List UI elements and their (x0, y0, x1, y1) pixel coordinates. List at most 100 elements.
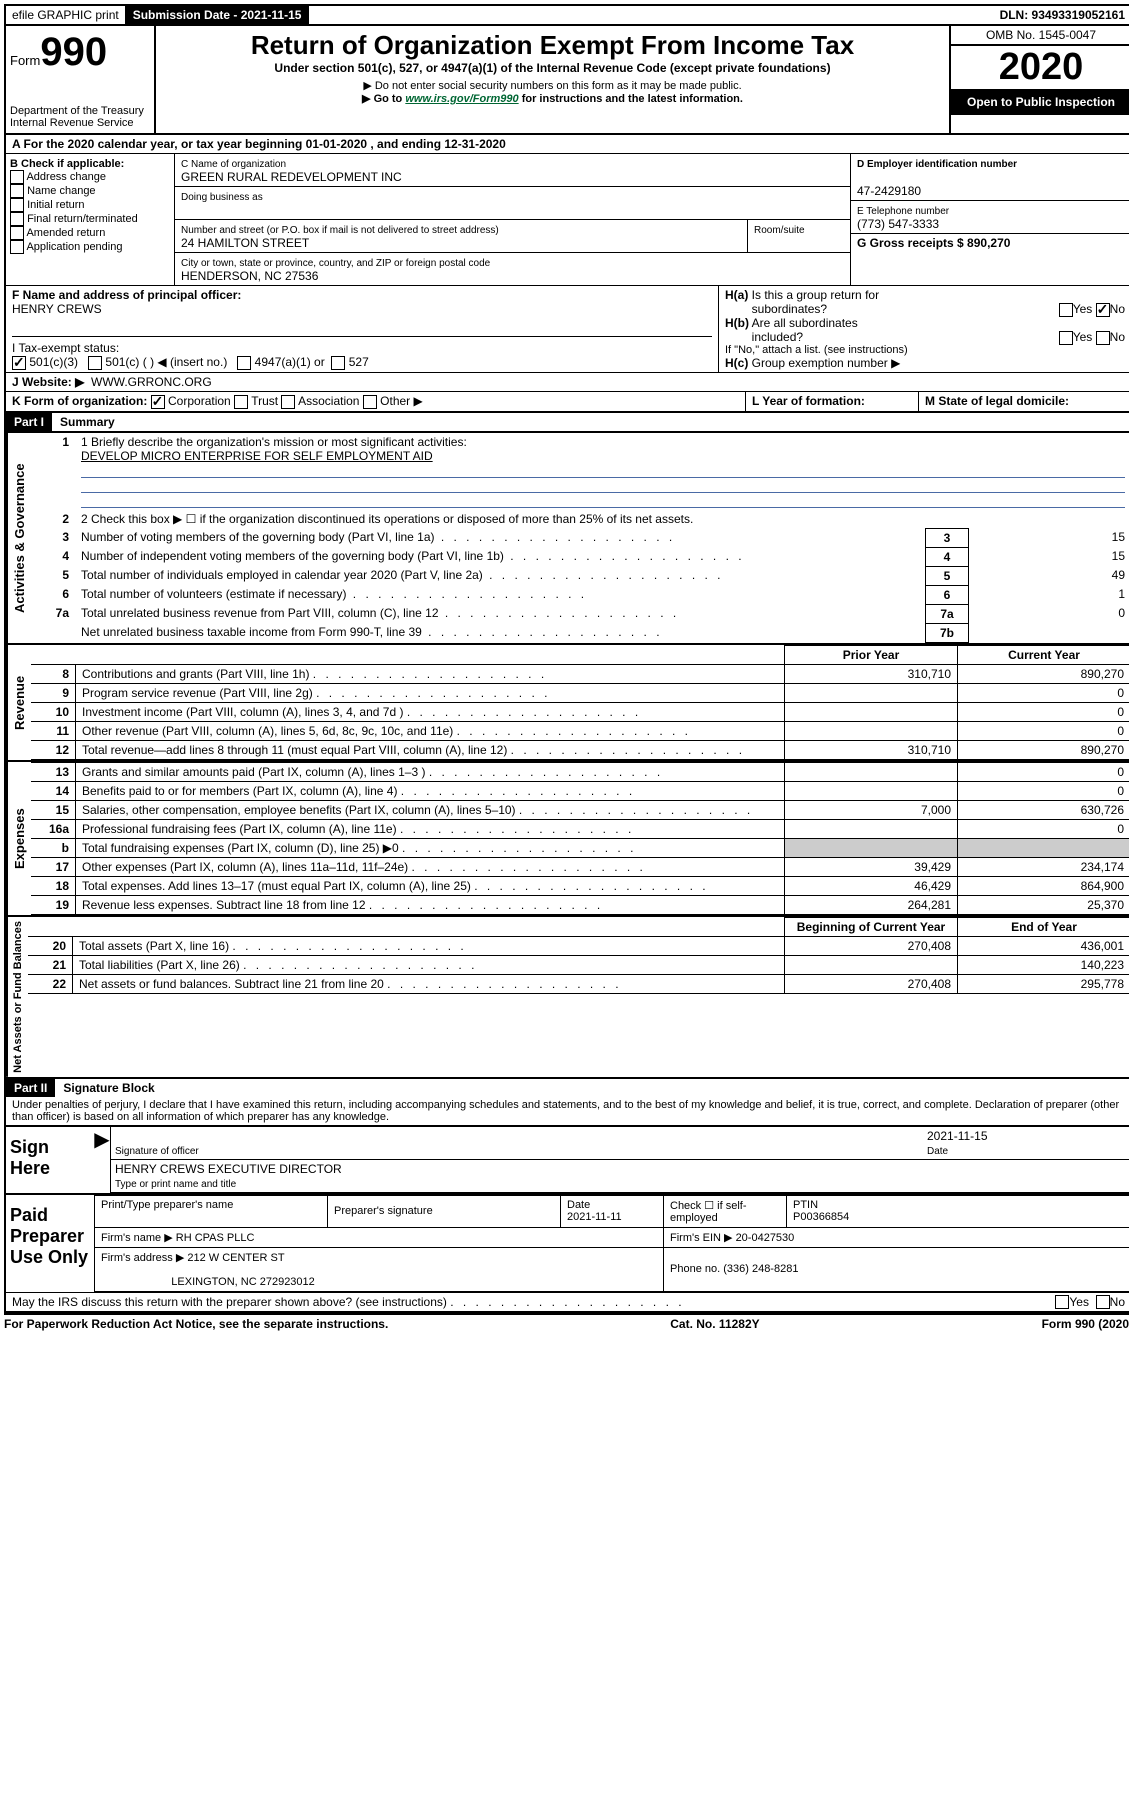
check-initial-return[interactable] (10, 198, 24, 212)
discuss-row: May the IRS discuss this return with the… (6, 1292, 1129, 1311)
vlabel-netassets: Net Assets or Fund Balances (6, 917, 28, 1077)
table-row: 16aProfessional fundraising fees (Part I… (31, 819, 1129, 838)
dept-label: Department of the Treasury Internal Reve… (10, 105, 150, 129)
gross-receipts: G Gross receipts $ 890,270 (857, 236, 1010, 250)
table-row: 4Number of independent voting members of… (31, 547, 1129, 566)
check-app-pending[interactable] (10, 240, 24, 254)
check-4947[interactable] (237, 356, 251, 370)
vlabel-governance: Activities & Governance (6, 433, 31, 643)
self-employed-check[interactable]: Check ☐ if self-employed (664, 1195, 787, 1227)
check-amended[interactable] (10, 226, 24, 240)
submission-date[interactable]: Submission Date - 2021-11-15 (127, 6, 310, 24)
sign-arrow-icon: ▶ (94, 1127, 111, 1193)
table-row: 12Total revenue—add lines 8 through 11 (… (31, 740, 1129, 759)
check-501c3[interactable] (12, 356, 26, 370)
col-c-org-info: C Name of organization GREEN RURAL REDEV… (175, 154, 851, 285)
part2-bar: Part II Signature Block (6, 1077, 1129, 1097)
col-b-checkboxes: B Check if applicable: Address change Na… (6, 154, 175, 285)
begin-year-header: Beginning of Current Year (785, 917, 958, 936)
note-link: ▶ Go to www.irs.gov/Form990 for instruct… (160, 92, 945, 105)
check-final-return[interactable] (10, 212, 24, 226)
dln: DLN: 93493319052161 (994, 6, 1129, 24)
table-row: 22Net assets or fund balances. Subtract … (28, 974, 1129, 993)
dba-label: Doing business as (181, 192, 263, 203)
check-assoc[interactable] (281, 395, 295, 409)
part1-bar: Part I Summary (6, 411, 1129, 431)
ha-row: H(a) Is this a group return for subordin… (725, 288, 1125, 316)
ein-label: D Employer identification number (857, 159, 1017, 170)
form-title: Return of Organization Exempt From Incom… (160, 30, 945, 61)
mission-text: DEVELOP MICRO ENTERPRISE FOR SELF EMPLOY… (81, 449, 433, 463)
vlabel-expenses: Expenses (6, 762, 31, 915)
table-row: 6Total number of volunteers (estimate if… (31, 585, 1129, 604)
org-name: GREEN RURAL REDEVELOPMENT INC (181, 170, 402, 184)
efile-label[interactable]: efile GRAPHIC print (6, 6, 127, 24)
footer-center: Cat. No. 11282Y (670, 1317, 759, 1331)
part1-header: Part I (6, 413, 52, 431)
street-label: Number and street (or P.O. box if mail i… (181, 225, 499, 236)
sig-date: 2021-11-15 (927, 1129, 988, 1143)
firm-phone: (336) 248-8281 (723, 1263, 798, 1275)
omb-number: OMB No. 1545-0047 (951, 26, 1129, 46)
tax-status-label: I Tax-exempt status: (12, 341, 119, 355)
top-bar: efile GRAPHIC print Submission Date - 20… (4, 4, 1129, 26)
footer: For Paperwork Reduction Act Notice, see … (4, 1313, 1129, 1331)
table-row: 14Benefits paid to or for members (Part … (31, 781, 1129, 800)
form-header: Form990 Department of the Treasury Inter… (6, 26, 1129, 133)
website-value[interactable]: WWW.GRRONC.ORG (91, 375, 212, 389)
ha-yes[interactable] (1059, 303, 1073, 317)
org-name-label: C Name of organization (181, 159, 286, 170)
row-a-tax-year: A For the 2020 calendar year, or tax yea… (6, 133, 1129, 153)
state-domicile-label: M State of legal domicile: (925, 394, 1069, 408)
firm-addr1: 212 W CENTER ST (187, 1252, 284, 1264)
table-row: 5Total number of individuals employed in… (31, 566, 1129, 585)
check-trust[interactable] (234, 395, 248, 409)
part2-title: Signature Block (55, 1081, 154, 1095)
ein-value: 47-2429180 (857, 184, 921, 198)
check-name-change[interactable] (10, 184, 24, 198)
officer-name: HENRY CREWS (12, 302, 102, 316)
check-527[interactable] (331, 356, 345, 370)
preparer-section: Paid Preparer Use Only Print/Type prepar… (6, 1193, 1129, 1292)
table-row: 20Total assets (Part X, line 16) 270,408… (28, 936, 1129, 955)
row-j: J Website: ▶ WWW.GRRONC.ORG (6, 372, 1129, 391)
discuss-yes[interactable] (1055, 1295, 1069, 1309)
form990-link[interactable]: www.irs.gov/Form990 (405, 93, 518, 105)
revenue-section: Revenue Prior Year Current Year 8Contrib… (6, 643, 1129, 760)
table-row: bTotal fundraising expenses (Part IX, co… (31, 838, 1129, 857)
table-row: 8Contributions and grants (Part VIII, li… (31, 664, 1129, 683)
vlabel-revenue: Revenue (6, 645, 31, 760)
ha-no[interactable] (1096, 303, 1110, 317)
check-corp[interactable] (151, 395, 165, 409)
firm-addr2: LEXINGTON, NC 272923012 (171, 1276, 314, 1288)
city-value: HENDERSON, NC 27536 (181, 269, 318, 283)
section-bcd: B Check if applicable: Address change Na… (6, 153, 1129, 285)
hb-yes[interactable] (1059, 331, 1073, 345)
sign-here-label: Sign Here (6, 1127, 94, 1193)
discuss-no[interactable] (1096, 1295, 1110, 1309)
sig-officer-label: Signature of officer (115, 1146, 199, 1157)
prep-sig-label: Preparer's signature (334, 1205, 433, 1217)
table-row: 18Total expenses. Add lines 13–17 (must … (31, 876, 1129, 895)
hc-row: H(c) Group exemption number ▶ (725, 356, 1125, 370)
sign-section: Sign Here ▶ Signature of officer 2021-11… (6, 1125, 1129, 1193)
phone-label: E Telephone number (857, 206, 949, 217)
check-other[interactable] (363, 395, 377, 409)
penalty-text: Under penalties of perjury, I declare th… (6, 1097, 1129, 1125)
open-public-badge: Open to Public Inspection (951, 89, 1129, 115)
table-row: 3Number of voting members of the governi… (31, 528, 1129, 547)
netassets-section: Net Assets or Fund Balances Beginning of… (6, 915, 1129, 1077)
table-row: 21Total liabilities (Part X, line 26) 14… (28, 955, 1129, 974)
check-501c[interactable] (88, 356, 102, 370)
hb-no[interactable] (1096, 331, 1110, 345)
paid-preparer-label: Paid Preparer Use Only (6, 1195, 94, 1292)
city-label: City or town, state or province, country… (181, 258, 490, 269)
firm-name: RH CPAS PLLC (176, 1232, 255, 1244)
form-number: Form990 (10, 30, 150, 75)
form-body: Form990 Department of the Treasury Inter… (4, 26, 1129, 1313)
row-f-h: F Name and address of principal officer:… (6, 285, 1129, 372)
table-row: 15Salaries, other compensation, employee… (31, 800, 1129, 819)
year-formation-label: L Year of formation: (752, 394, 865, 408)
part2-header: Part II (6, 1079, 55, 1097)
check-address-change[interactable] (10, 170, 24, 184)
